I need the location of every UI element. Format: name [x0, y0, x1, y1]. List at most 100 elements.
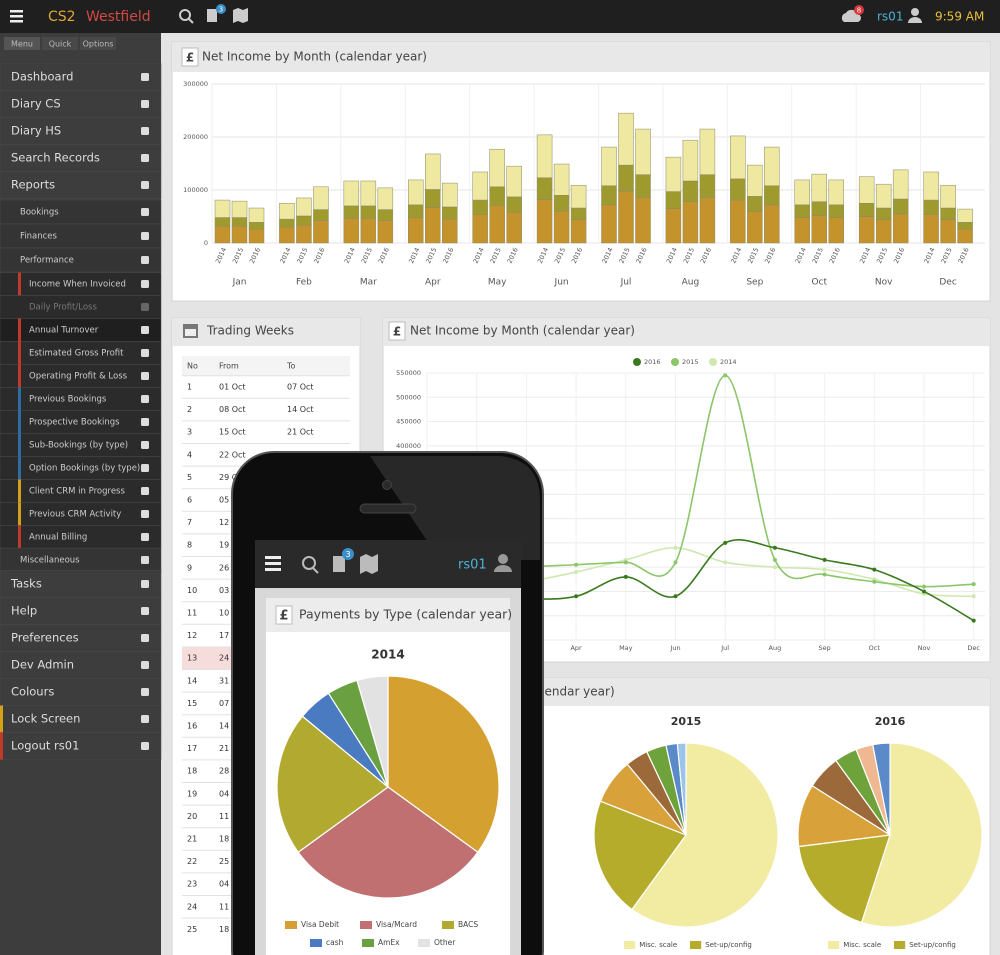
pie-slice: [631, 742, 779, 928]
bar-segment: [489, 148, 505, 188]
sidebar-item[interactable]: [0, 651, 162, 679]
sidebar-item-label[interactable]: Bookings: [20, 208, 59, 218]
sidebar-item-label[interactable]: Previous CRM Activity: [29, 510, 121, 520]
sidebar-item[interactable]: [0, 90, 162, 118]
bar-segment: [279, 203, 295, 220]
phone-user-icon[interactable]: [494, 554, 512, 572]
sidebar-item-label[interactable]: Prospective Bookings: [29, 418, 120, 428]
search-icon[interactable]: [179, 9, 194, 24]
x-tick-label: Aug: [769, 644, 782, 652]
sidebar-item-label[interactable]: Miscellaneous: [20, 556, 80, 566]
sidebar-item-label[interactable]: Tasks: [10, 577, 42, 591]
sidebar-item-label[interactable]: Operating Profit & Loss: [29, 372, 128, 382]
sidebar-item-label[interactable]: Search Records: [11, 151, 100, 165]
sidebar-item-icon: [141, 349, 149, 357]
phone-search-icon[interactable]: [302, 556, 319, 574]
sidebar-item-label[interactable]: Reports: [11, 178, 55, 192]
y-tick-label: 500000: [396, 393, 421, 401]
bar-segment: [940, 184, 956, 209]
phone-user-name[interactable]: rs01: [458, 558, 487, 573]
phone-map-icon[interactable]: [360, 554, 378, 574]
legend-swatch: [360, 921, 372, 929]
phone-panel-title: Payments by Type (calendar year): [299, 607, 512, 622]
sidebar-item-label[interactable]: Annual Billing: [29, 533, 87, 543]
line-point: [822, 567, 827, 572]
sidebar-item-label[interactable]: Client CRM in Progress: [29, 487, 125, 497]
bar-segment: [536, 199, 553, 244]
phone-documents-icon[interactable]: [333, 556, 345, 572]
bar-segment: [635, 197, 651, 244]
bar-segment: [875, 219, 892, 244]
documents-icon[interactable]: [207, 9, 217, 22]
sidebar-item-label[interactable]: Daily Profit/Loss: [29, 303, 97, 313]
bar-segment: [425, 153, 441, 190]
sidebar-item[interactable]: [0, 597, 162, 625]
sidebar-item[interactable]: [0, 199, 162, 225]
bar-segment: [377, 187, 394, 210]
sidebar-item-label[interactable]: Estimated Gross Profit: [29, 349, 124, 359]
sidebar-item-label[interactable]: Finances: [20, 232, 58, 242]
sidebar-item-label[interactable]: Diary HS: [11, 124, 61, 138]
sidebar-item-icon: [141, 326, 149, 334]
sidebar-tab-label[interactable]: Menu: [11, 40, 33, 49]
user-name[interactable]: rs01: [877, 10, 903, 24]
line-point: [772, 545, 777, 550]
sidebar-item[interactable]: [0, 223, 162, 249]
user-icon[interactable]: [908, 8, 922, 23]
legend-label: Set-up/config: [705, 941, 752, 949]
bar-segment: [764, 204, 780, 244]
map-icon[interactable]: [233, 8, 248, 23]
sidebar-item-label[interactable]: Logout rs01: [11, 739, 79, 753]
sidebar-item[interactable]: [0, 732, 162, 760]
sidebar-item[interactable]: [0, 63, 162, 91]
legend-label: 2015: [682, 358, 699, 366]
line-point: [723, 560, 728, 565]
sidebar-item-icon: [141, 232, 149, 240]
sidebar-item-label[interactable]: Colours: [11, 685, 54, 699]
sidebar-tab[interactable]: [42, 37, 78, 50]
legend-label: Misc. scale: [843, 941, 881, 949]
phone-menu-button[interactable]: [265, 556, 281, 571]
table-header-cell: From: [219, 362, 239, 371]
sidebar-item[interactable]: [0, 624, 162, 652]
line-point: [673, 560, 678, 565]
bar-segment: [794, 217, 810, 244]
sidebar-item[interactable]: [0, 247, 162, 273]
sidebar-tab-label[interactable]: Options: [83, 40, 114, 49]
sidebar-item-label[interactable]: Preferences: [11, 631, 79, 645]
sidebar-item[interactable]: [0, 144, 162, 172]
sidebar-item-label[interactable]: Previous Bookings: [29, 395, 107, 405]
sidebar-item-label[interactable]: Option Bookings (by type): [29, 464, 140, 474]
bar-segment: [425, 189, 441, 208]
legend-label: Misc. scale: [639, 941, 677, 949]
sidebar-tab[interactable]: [80, 37, 116, 50]
sidebar-item-icon: [141, 580, 149, 588]
sidebar-item-label[interactable]: Dashboard: [11, 70, 73, 84]
line-point: [822, 572, 827, 577]
y-tick-label: 200000: [183, 133, 208, 141]
x-tick-label: Nov: [875, 278, 893, 288]
table-cell: 08 Oct: [219, 405, 246, 414]
sidebar-item-label[interactable]: Annual Turnover: [29, 326, 99, 336]
table-cell: 13: [187, 654, 197, 663]
table-cell: 2: [187, 405, 192, 414]
sidebar-item[interactable]: [0, 547, 162, 573]
sidebar-item-label[interactable]: Income When Invoiced: [29, 280, 126, 290]
sidebar-tab-label[interactable]: Quick: [49, 40, 72, 49]
sidebar-item-label[interactable]: Performance: [20, 256, 74, 266]
sidebar-item[interactable]: [0, 171, 162, 199]
sidebar-tab[interactable]: [4, 37, 40, 50]
sidebar-item-label[interactable]: Sub-Bookings (by type): [29, 441, 128, 451]
menu-button[interactable]: [10, 10, 23, 23]
table-cell: 17: [187, 744, 197, 753]
bar-segment: [665, 208, 682, 244]
bar-segment: [442, 218, 458, 244]
sidebar-item-label[interactable]: Help: [11, 604, 37, 618]
sidebar-item-label[interactable]: Lock Screen: [11, 712, 80, 726]
sidebar-item-label[interactable]: Dev Admin: [11, 658, 74, 672]
sidebar-accent: [0, 705, 3, 733]
bar-segment: [231, 200, 248, 218]
line-point: [971, 594, 976, 599]
legend-marker: [671, 358, 679, 366]
sidebar-item-label[interactable]: Diary CS: [11, 97, 61, 111]
